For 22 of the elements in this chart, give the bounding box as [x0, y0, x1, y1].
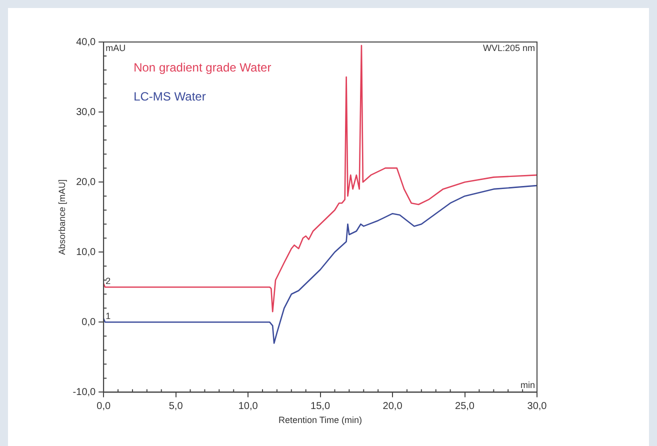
annotation: 2 — [106, 276, 111, 286]
x-tick-label: 10,0 — [238, 400, 258, 412]
x-tick-label: 15,0 — [310, 400, 330, 412]
x-tick-label: 0,0 — [96, 400, 111, 412]
x-tick-label: 30,0 — [527, 400, 548, 412]
y-tick-label: 10,0 — [76, 246, 96, 258]
annotation: 1 — [106, 311, 111, 322]
y-axis-title: Absorbance [mAU] — [56, 179, 67, 255]
x-axis-title: Retention Time (min) — [278, 415, 362, 426]
y-tick-label: 30,0 — [76, 106, 96, 118]
x-tick-label: 20,0 — [382, 400, 403, 412]
y-tick-label: -10,0 — [72, 386, 96, 398]
y-tick-label: 20,0 — [76, 176, 96, 188]
y-tick-label: 0,0 — [82, 316, 96, 328]
annotation: min — [520, 380, 535, 390]
x-tick-label: 25,0 — [455, 400, 475, 412]
x-tick-label: 5,0 — [168, 400, 184, 412]
text: LC-MS Water — [134, 89, 206, 104]
text: Non gradient grade Water — [134, 60, 272, 74]
annotation: mAU — [106, 42, 126, 53]
y-tick-label: 40,0 — [76, 36, 96, 48]
annotation: WVL:205 nm — [482, 42, 535, 53]
